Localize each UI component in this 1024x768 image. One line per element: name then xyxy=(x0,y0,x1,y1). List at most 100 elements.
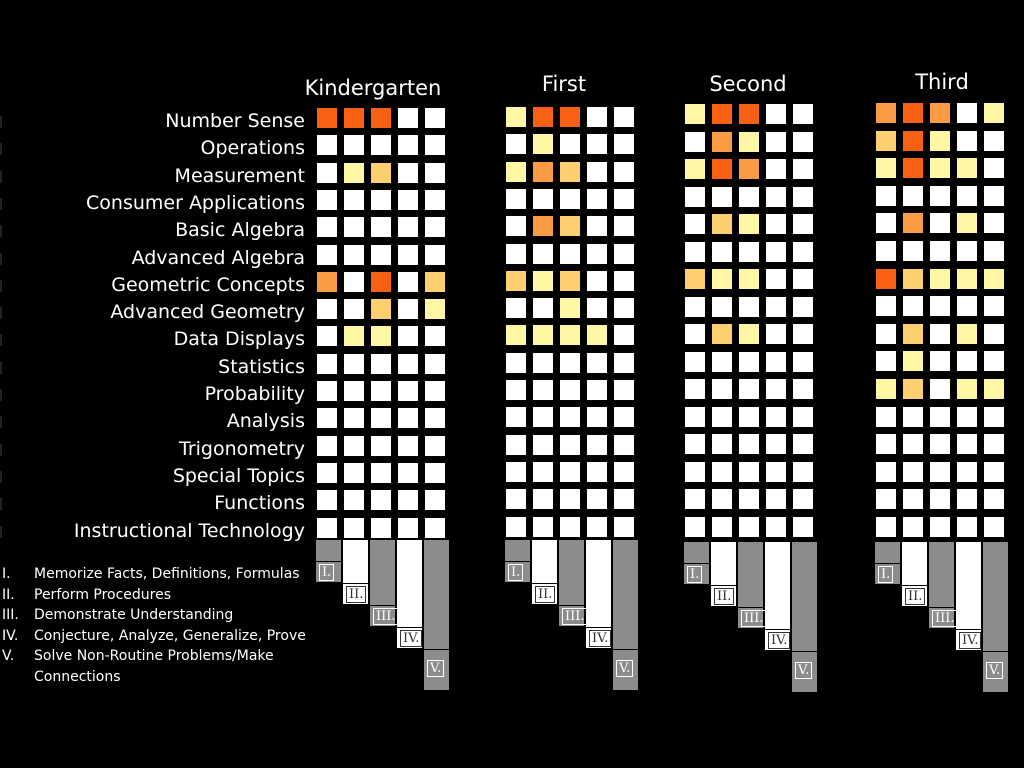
key-step xyxy=(532,584,557,604)
grid-cell xyxy=(343,270,365,293)
grid-cell xyxy=(586,488,608,511)
grid-cell xyxy=(738,268,760,290)
grid-cell xyxy=(586,133,608,156)
grid-cell xyxy=(929,184,951,207)
grid-cell xyxy=(875,433,897,456)
grid-cell xyxy=(902,267,924,290)
key-block xyxy=(792,542,817,651)
grid-cell xyxy=(902,212,924,235)
grid-cell xyxy=(370,407,392,430)
grid-cell xyxy=(765,460,787,483)
grid-cell xyxy=(370,434,392,457)
legend-item: IV. Conjecture, Analyze, Generalize, Prov… xyxy=(2,626,312,647)
grid-cell xyxy=(792,405,814,428)
grid-cell xyxy=(738,488,760,510)
grid-cell xyxy=(613,106,635,128)
grid-cell xyxy=(586,215,608,238)
grid-cell xyxy=(316,489,338,512)
key-label-2: II. xyxy=(714,588,735,605)
grid-cell xyxy=(505,460,527,483)
row-tick xyxy=(0,279,2,292)
grid-cell xyxy=(684,268,706,290)
grid-cell xyxy=(929,460,951,483)
grid-cell xyxy=(765,433,787,455)
grid-cell xyxy=(792,323,814,345)
grid-cell xyxy=(684,103,706,125)
legend-numeral: III. xyxy=(2,607,19,623)
grid-cell xyxy=(505,187,527,210)
grid-cell xyxy=(397,188,419,211)
grid-cell xyxy=(532,488,554,511)
grid-cell xyxy=(792,295,814,318)
key-block xyxy=(875,542,900,563)
grid-cell xyxy=(316,516,338,539)
grid-cell xyxy=(711,433,733,455)
grid-cell xyxy=(424,216,446,239)
legend-text: Perform Procedures xyxy=(34,586,172,603)
grid-cell xyxy=(738,158,760,180)
grid-cell xyxy=(397,434,419,457)
row-tick xyxy=(0,443,2,456)
key-label-1: I. xyxy=(319,564,335,581)
grid-cell xyxy=(875,129,897,152)
grid-cell xyxy=(983,322,1005,345)
grid-cell xyxy=(956,295,978,318)
grid-cell xyxy=(316,107,338,129)
grid-cell xyxy=(370,516,392,539)
grid-cell xyxy=(559,106,581,128)
row-tick xyxy=(0,498,2,511)
grid-cell xyxy=(711,515,733,538)
grid-cell xyxy=(902,460,924,483)
grade-title-0: Kindergarten xyxy=(304,76,442,100)
grid-cell xyxy=(875,102,897,124)
grid-cell xyxy=(684,488,706,510)
grid-cell xyxy=(424,489,446,512)
grid-cell xyxy=(424,461,446,484)
grid-cell xyxy=(586,106,608,128)
key-label-2: II. xyxy=(905,588,926,605)
grid-cell xyxy=(586,460,608,483)
grid-cell xyxy=(902,516,924,538)
row-tick xyxy=(0,416,2,429)
grid-cell xyxy=(532,297,554,320)
key-label-1: I. xyxy=(508,564,524,581)
key-step xyxy=(765,630,790,650)
grid-cell xyxy=(424,352,446,375)
grid-cell xyxy=(424,161,446,184)
grid-cell xyxy=(956,488,978,511)
grid-cell xyxy=(711,185,733,208)
grid-cell xyxy=(711,103,733,125)
grid-cell xyxy=(684,130,706,153)
grid-cell xyxy=(370,461,392,484)
legend-text: Conjecture, Analyze, Generalize, Prove xyxy=(34,627,306,644)
grid-cell xyxy=(983,460,1005,483)
grid-cell xyxy=(929,267,951,290)
grid-cell xyxy=(738,295,760,318)
grid-cell xyxy=(316,298,338,321)
grid-cell xyxy=(765,240,787,263)
legend: I. Memorize Facts, Definitions, Formulas I… xyxy=(2,564,312,687)
grid-cell xyxy=(956,240,978,262)
key-block xyxy=(532,540,557,583)
grid-cell xyxy=(559,297,581,320)
grid-cell xyxy=(613,133,635,156)
grid-cell xyxy=(505,351,527,374)
grid-cell xyxy=(983,350,1005,373)
grid-cell xyxy=(711,240,733,263)
grid-cell xyxy=(792,103,814,125)
grid-cell xyxy=(316,352,338,375)
grid-cell xyxy=(875,295,897,318)
grid-cell xyxy=(792,130,814,153)
grid-cell xyxy=(929,350,951,373)
grid-cell xyxy=(929,378,951,400)
grid-cell xyxy=(397,161,419,184)
topic-label: Consumer Applications xyxy=(86,191,305,214)
grid-cell xyxy=(505,106,527,128)
grid-cell xyxy=(532,515,554,538)
grid-cell xyxy=(343,516,365,539)
grid-cell xyxy=(316,216,338,239)
key-label-2: II. xyxy=(346,586,367,603)
grid-cell xyxy=(370,188,392,211)
grid-cell xyxy=(397,298,419,321)
grid-cell xyxy=(792,460,814,483)
